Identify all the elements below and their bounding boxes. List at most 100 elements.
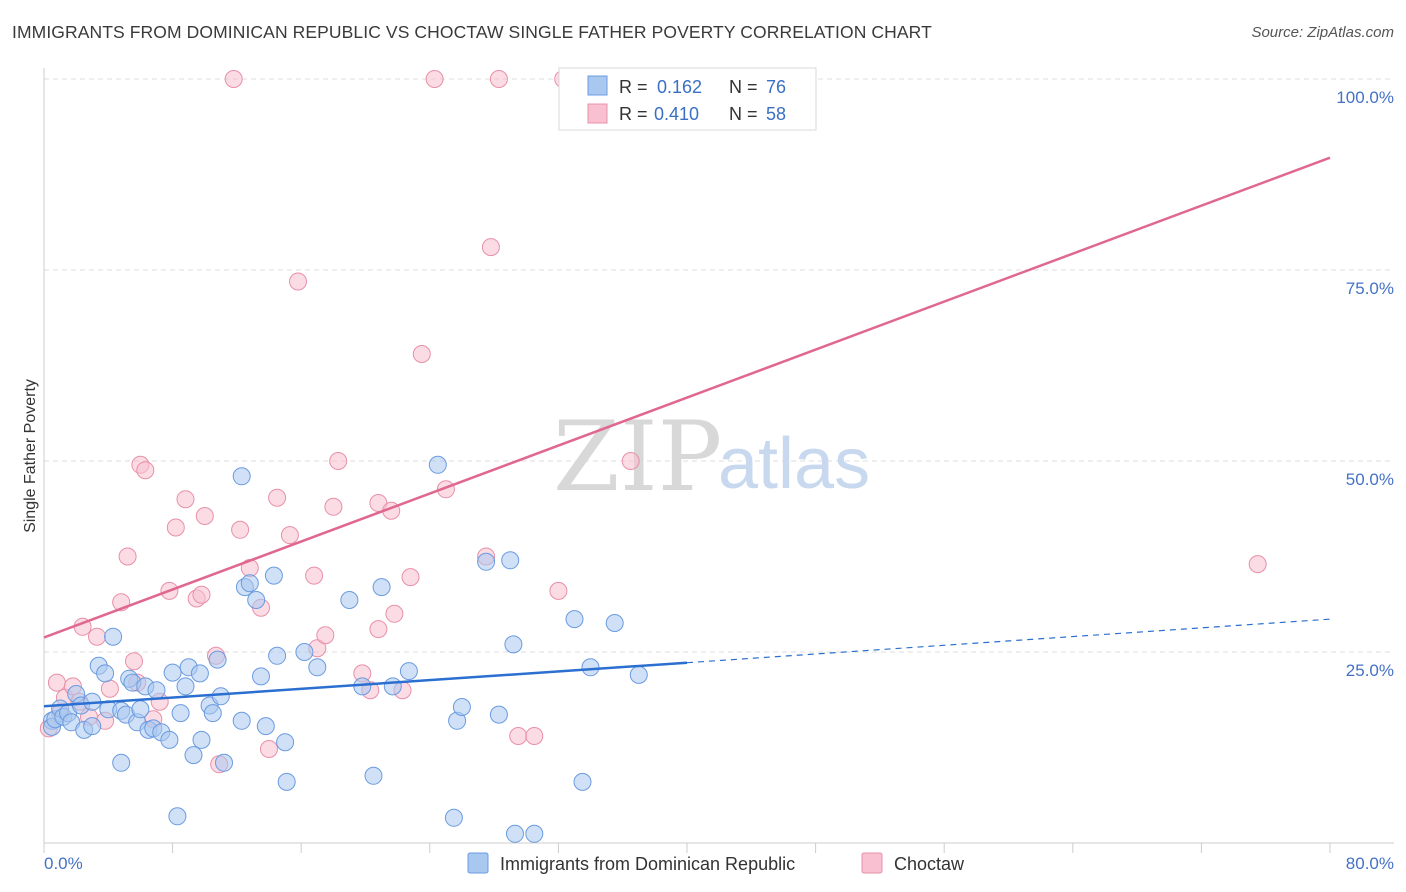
data-point (118, 547, 137, 566)
data-point (629, 665, 648, 684)
x-tick-label-max: 80.0% (1346, 854, 1394, 873)
data-point (208, 650, 227, 669)
legend-swatch-dominican (587, 75, 608, 96)
data-point (504, 635, 523, 654)
data-point (481, 238, 500, 257)
data-point (489, 705, 508, 724)
data-point (147, 681, 166, 700)
data-point (383, 677, 402, 696)
data-point (125, 652, 143, 671)
series-legend: Immigrants from Dominican Republic Choct… (467, 852, 965, 874)
data-point (573, 772, 592, 791)
data-point (549, 581, 568, 600)
legend-swatch-choctaw (587, 103, 608, 124)
data-point (444, 808, 463, 827)
data-point (168, 807, 187, 826)
data-point (264, 566, 283, 585)
x-tick-label-min: 0.0% (44, 854, 83, 873)
data-point (340, 591, 359, 609)
data-point (252, 667, 270, 686)
data-point (399, 662, 418, 681)
data-point (401, 568, 420, 587)
data-point (329, 452, 348, 470)
trend-line (43, 156, 1331, 639)
data-point (316, 626, 335, 645)
data-point (203, 704, 222, 723)
y-tick-labels: 25.0% 50.0% 75.0% 100.0% (1336, 88, 1394, 680)
data-point (176, 677, 195, 696)
data-point (231, 520, 250, 539)
data-point (131, 700, 150, 719)
y-tick-label: 25.0% (1346, 661, 1394, 680)
bottom-legend-swatch-dominican (467, 852, 489, 874)
data-point (501, 551, 520, 570)
axes (43, 68, 1394, 853)
legend-r-value-dominican: 0.162 (657, 77, 702, 97)
data-point (581, 658, 600, 677)
data-point (112, 753, 131, 772)
data-point (565, 610, 584, 629)
trend-line (43, 661, 688, 708)
data-point (176, 490, 195, 509)
data-point (171, 704, 190, 723)
data-point (452, 698, 471, 716)
series-dominican-points (43, 455, 648, 843)
data-point (308, 658, 327, 677)
source-credit: Source: ZipAtlas.com (1251, 24, 1394, 41)
data-point (224, 70, 243, 88)
data-point (489, 70, 508, 88)
bottom-legend-label-dominican: Immigrants from Dominican Republic (500, 854, 795, 874)
legend-r-label: R = (619, 77, 648, 97)
data-point (192, 730, 211, 749)
watermark: ZIP atlas (553, 401, 870, 513)
y-axis-label: Single Father Poverty (22, 379, 39, 533)
data-point (364, 766, 383, 785)
data-point (232, 711, 251, 730)
watermark-atlas: atlas (718, 424, 870, 504)
data-point (83, 717, 102, 736)
data-point (1248, 555, 1267, 574)
data-point (506, 824, 524, 843)
data-point (47, 673, 66, 692)
stats-legend: R = 0.162 N = 76 R = 0.410 N = 58 (558, 67, 817, 131)
data-point (428, 455, 447, 474)
y-tick-label: 50.0% (1346, 470, 1394, 489)
data-point (412, 345, 431, 363)
data-point (509, 727, 528, 745)
data-point (136, 461, 155, 480)
data-point (525, 727, 544, 745)
data-point (277, 772, 296, 791)
data-point (372, 578, 391, 597)
data-point (211, 687, 230, 706)
data-point (268, 646, 287, 665)
data-point (268, 488, 287, 507)
data-point (100, 679, 119, 698)
data-point (190, 664, 209, 683)
legend-r-label: R = (619, 104, 648, 124)
data-point (163, 663, 182, 682)
data-point (280, 526, 299, 545)
data-point (96, 664, 115, 683)
legend-n-label: N = (729, 104, 758, 124)
y-tick-label: 100.0% (1336, 88, 1394, 107)
data-point (295, 643, 314, 661)
data-point (256, 717, 275, 736)
trend-line-extension (686, 618, 1331, 664)
bottom-legend-swatch-choctaw (861, 852, 883, 874)
data-point (385, 604, 404, 623)
data-point (353, 677, 372, 696)
legend-n-value-choctaw: 58 (766, 104, 786, 124)
data-point (195, 507, 214, 525)
data-point (104, 627, 123, 646)
data-point (184, 746, 203, 765)
data-point (88, 627, 106, 646)
data-point (324, 497, 343, 516)
data-point (192, 585, 211, 604)
legend-n-label: N = (729, 77, 758, 97)
data-point (240, 574, 259, 593)
data-point (621, 452, 640, 470)
bottom-legend-label-choctaw: Choctaw (894, 854, 965, 874)
data-point (289, 272, 307, 291)
data-point (305, 566, 324, 585)
data-point (369, 620, 388, 639)
